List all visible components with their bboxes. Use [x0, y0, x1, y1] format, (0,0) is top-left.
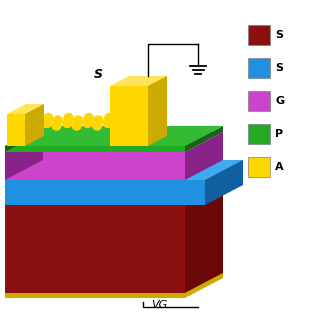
Text: P: P: [275, 129, 283, 139]
Polygon shape: [185, 273, 223, 298]
Circle shape: [125, 114, 134, 123]
Polygon shape: [185, 126, 223, 152]
Polygon shape: [5, 126, 43, 152]
Polygon shape: [5, 180, 205, 205]
Bar: [248, 91, 270, 111]
Polygon shape: [129, 76, 167, 136]
Text: G: G: [275, 96, 284, 106]
Polygon shape: [185, 185, 223, 293]
Polygon shape: [5, 146, 185, 152]
Polygon shape: [7, 104, 44, 114]
Circle shape: [63, 118, 72, 127]
Circle shape: [44, 114, 53, 123]
Circle shape: [53, 116, 62, 125]
Text: A: A: [275, 162, 284, 172]
Polygon shape: [5, 126, 223, 146]
Text: S: S: [93, 68, 102, 81]
Circle shape: [135, 116, 144, 125]
Polygon shape: [26, 104, 44, 136]
Circle shape: [103, 118, 112, 127]
Circle shape: [133, 121, 142, 130]
Circle shape: [114, 116, 123, 125]
Circle shape: [74, 116, 83, 125]
Polygon shape: [110, 76, 167, 86]
Polygon shape: [7, 114, 25, 146]
Polygon shape: [5, 205, 185, 293]
Polygon shape: [205, 160, 243, 205]
Bar: [248, 124, 270, 144]
Polygon shape: [5, 132, 43, 180]
Circle shape: [52, 121, 61, 130]
Polygon shape: [5, 160, 243, 180]
Circle shape: [124, 118, 133, 127]
Bar: [248, 25, 270, 45]
Circle shape: [83, 118, 92, 127]
Polygon shape: [110, 86, 148, 146]
Polygon shape: [43, 273, 223, 278]
Circle shape: [33, 116, 42, 125]
Circle shape: [84, 114, 93, 123]
Circle shape: [92, 121, 101, 130]
Polygon shape: [5, 152, 185, 180]
Circle shape: [154, 121, 163, 130]
Text: S: S: [275, 30, 283, 40]
Polygon shape: [5, 293, 185, 298]
Circle shape: [144, 118, 153, 127]
Polygon shape: [185, 132, 223, 180]
Polygon shape: [148, 76, 167, 146]
Bar: [248, 58, 270, 78]
Circle shape: [23, 114, 32, 123]
Polygon shape: [43, 160, 243, 185]
Polygon shape: [5, 185, 223, 205]
Polygon shape: [5, 273, 223, 293]
Circle shape: [113, 121, 122, 130]
Circle shape: [105, 114, 114, 123]
Circle shape: [43, 118, 52, 127]
Text: VG: VG: [151, 300, 167, 310]
Circle shape: [94, 116, 103, 125]
Polygon shape: [5, 132, 223, 152]
Circle shape: [72, 121, 81, 130]
Polygon shape: [43, 185, 223, 273]
Circle shape: [64, 114, 73, 123]
Polygon shape: [25, 104, 44, 146]
Text: S: S: [275, 63, 283, 73]
Bar: [248, 157, 270, 177]
